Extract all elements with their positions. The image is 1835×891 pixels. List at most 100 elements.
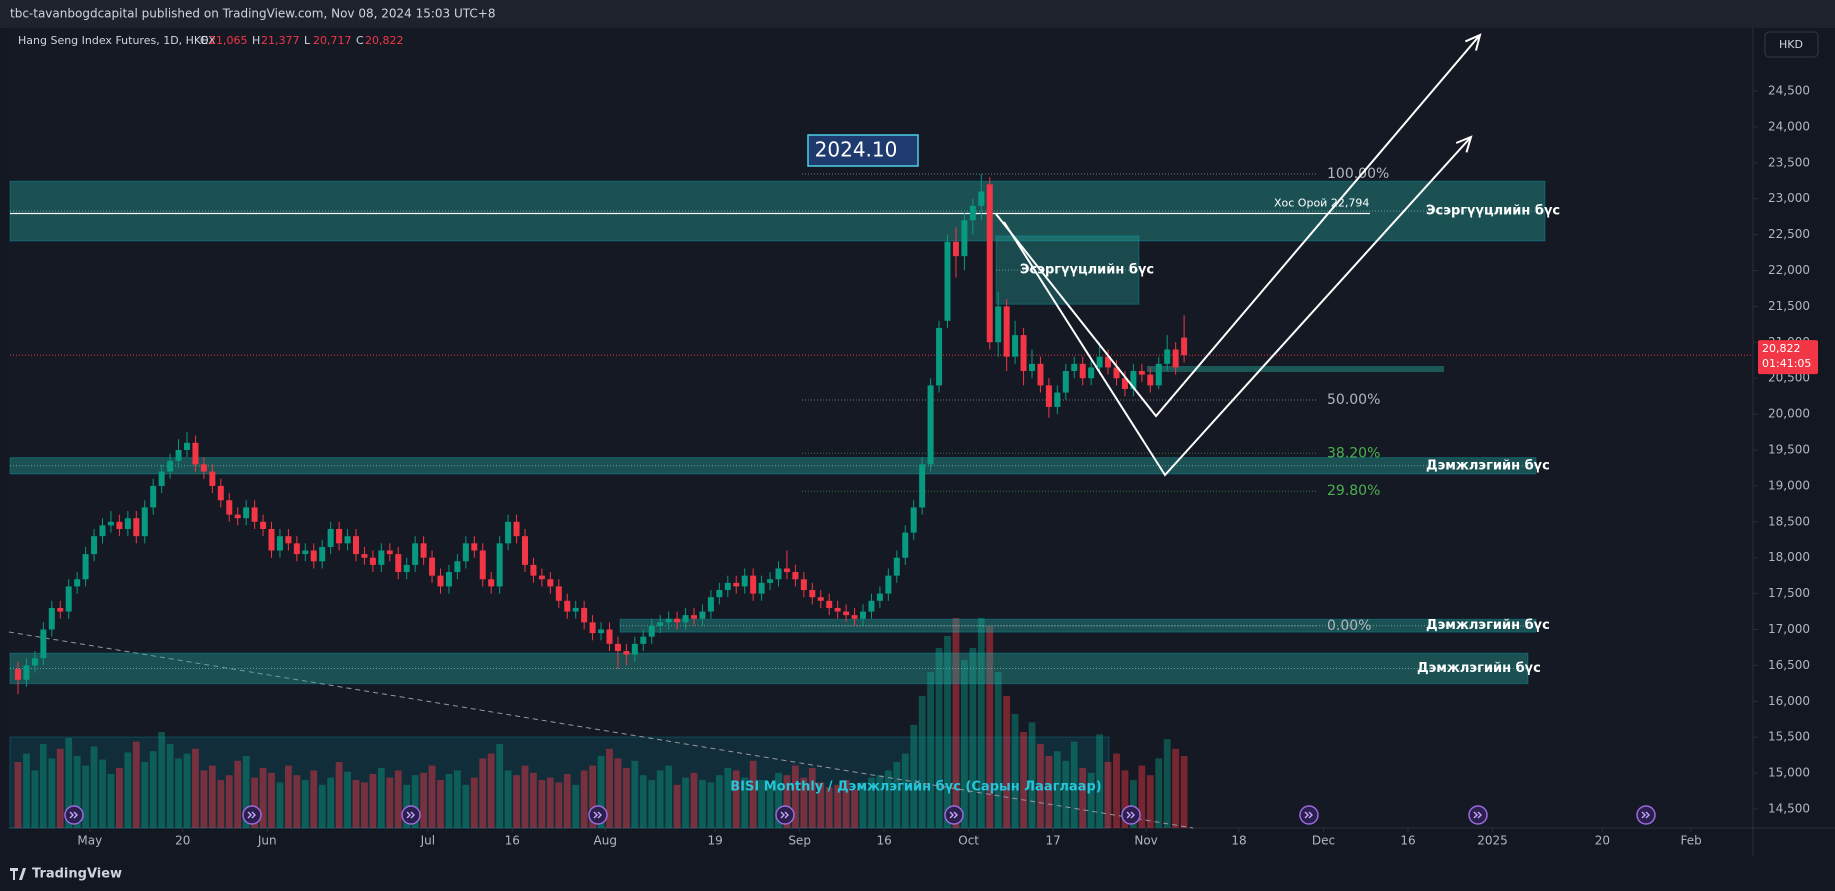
volume-bar [1121,770,1129,828]
candle-body [150,485,157,508]
x-tick-label: 20 [1595,834,1610,848]
volume-note: BISI Monthly / Дэмжлэгийн бүс (Сарын Лаа… [730,780,1101,795]
volume-bar [673,784,681,828]
x-tick-label: Aug [594,834,617,848]
event-icon [1636,805,1656,825]
candle-body [378,550,385,565]
y-tick-label: 16,500 [1768,658,1810,672]
candle-body [15,668,21,680]
event-icon [1121,805,1141,825]
candle-body [868,600,875,612]
candle-body [860,611,866,619]
volume-bar [420,772,427,828]
candle-body [200,464,207,472]
candle-body [260,521,267,529]
currency-button[interactable] [1764,31,1819,58]
volume-bar [690,772,698,828]
ohlc-value: 20,717 [313,34,352,47]
last-price-box [1758,340,1818,375]
candle-body [107,521,114,526]
volume-bar [665,765,673,828]
y-tick-label: 17,500 [1768,586,1810,600]
volume-bar [1138,765,1146,828]
volume-bar [1146,775,1154,828]
fib-label: 50.00% [1327,392,1380,408]
volume-bar [487,753,495,828]
volume-bar [344,771,351,828]
date-note: 2024.10 [815,138,898,162]
volume-bar [411,775,419,828]
event-icon [242,805,262,825]
candle-body [910,507,917,533]
candle-body [302,550,309,555]
volume-bar [986,626,994,828]
candle-body [631,643,638,655]
y-tick-label: 24,000 [1768,119,1810,133]
volume-bar [369,774,377,828]
volume-bar [437,780,444,828]
event-icon [1299,805,1319,825]
event-icon-arrow [69,811,78,819]
y-tick-label: 15,500 [1768,730,1810,744]
candle-body [268,528,275,551]
x-tick-label: 16 [876,834,891,848]
volume-bar [14,762,22,828]
candle-body [412,543,419,565]
candle-body [65,586,72,612]
candle-body [834,607,841,612]
footer-text: TradingView [32,867,122,882]
candle-body [403,564,410,573]
volume-bar [724,768,732,828]
event-icon-arrow [1126,811,1135,819]
volume-bar [99,759,106,828]
volume-bar [251,777,258,828]
candle-body [657,622,664,626]
x-tick-label: Jun [257,834,277,848]
event-icon-arrow [1473,811,1482,819]
volume-bar [1070,741,1078,828]
volume-bar [631,760,639,828]
volume-bar [758,780,765,828]
volume-bar [462,784,470,828]
volume-bar [428,765,436,828]
volume-bar [470,777,478,828]
event-icon [1468,805,1488,825]
volume-bar [310,770,318,828]
candle-body [336,528,343,544]
candle-body [276,536,283,551]
volume-bar [1003,696,1011,828]
candle-body [691,615,697,619]
candle-body [1071,363,1078,372]
volume-bar [90,746,98,828]
volume-bar [589,765,596,828]
volume-bar [834,784,842,828]
candle-body [23,665,30,680]
zone-label: Дэмжлэгийн бүс [1417,661,1541,676]
volume-bar [918,696,926,828]
candle-body [952,241,959,257]
volume-bar [39,744,47,828]
candle-body [969,205,976,221]
currency[interactable]: HKD [1779,38,1803,51]
candle-body [285,536,292,544]
candle-body [319,546,326,562]
volume-bar [1045,756,1053,828]
volume-bar [23,753,30,828]
candle-body [116,521,123,529]
footer-logo[interactable]: TradingView [10,867,122,882]
volume-bar [994,672,1002,828]
volume-bar [614,758,622,828]
volume-bar [783,775,791,828]
event-icon-arrow [1304,811,1313,819]
candle-body [217,485,224,501]
volume-bar [208,765,216,828]
candle-body [293,543,300,555]
event-icon [401,805,421,825]
volume-bar [893,762,901,828]
volume-bar [876,775,884,828]
volume-bar [217,780,225,828]
volume-bar [107,774,115,828]
candle-body [826,600,833,608]
volume-bar [901,753,909,828]
candle-body [445,572,452,587]
